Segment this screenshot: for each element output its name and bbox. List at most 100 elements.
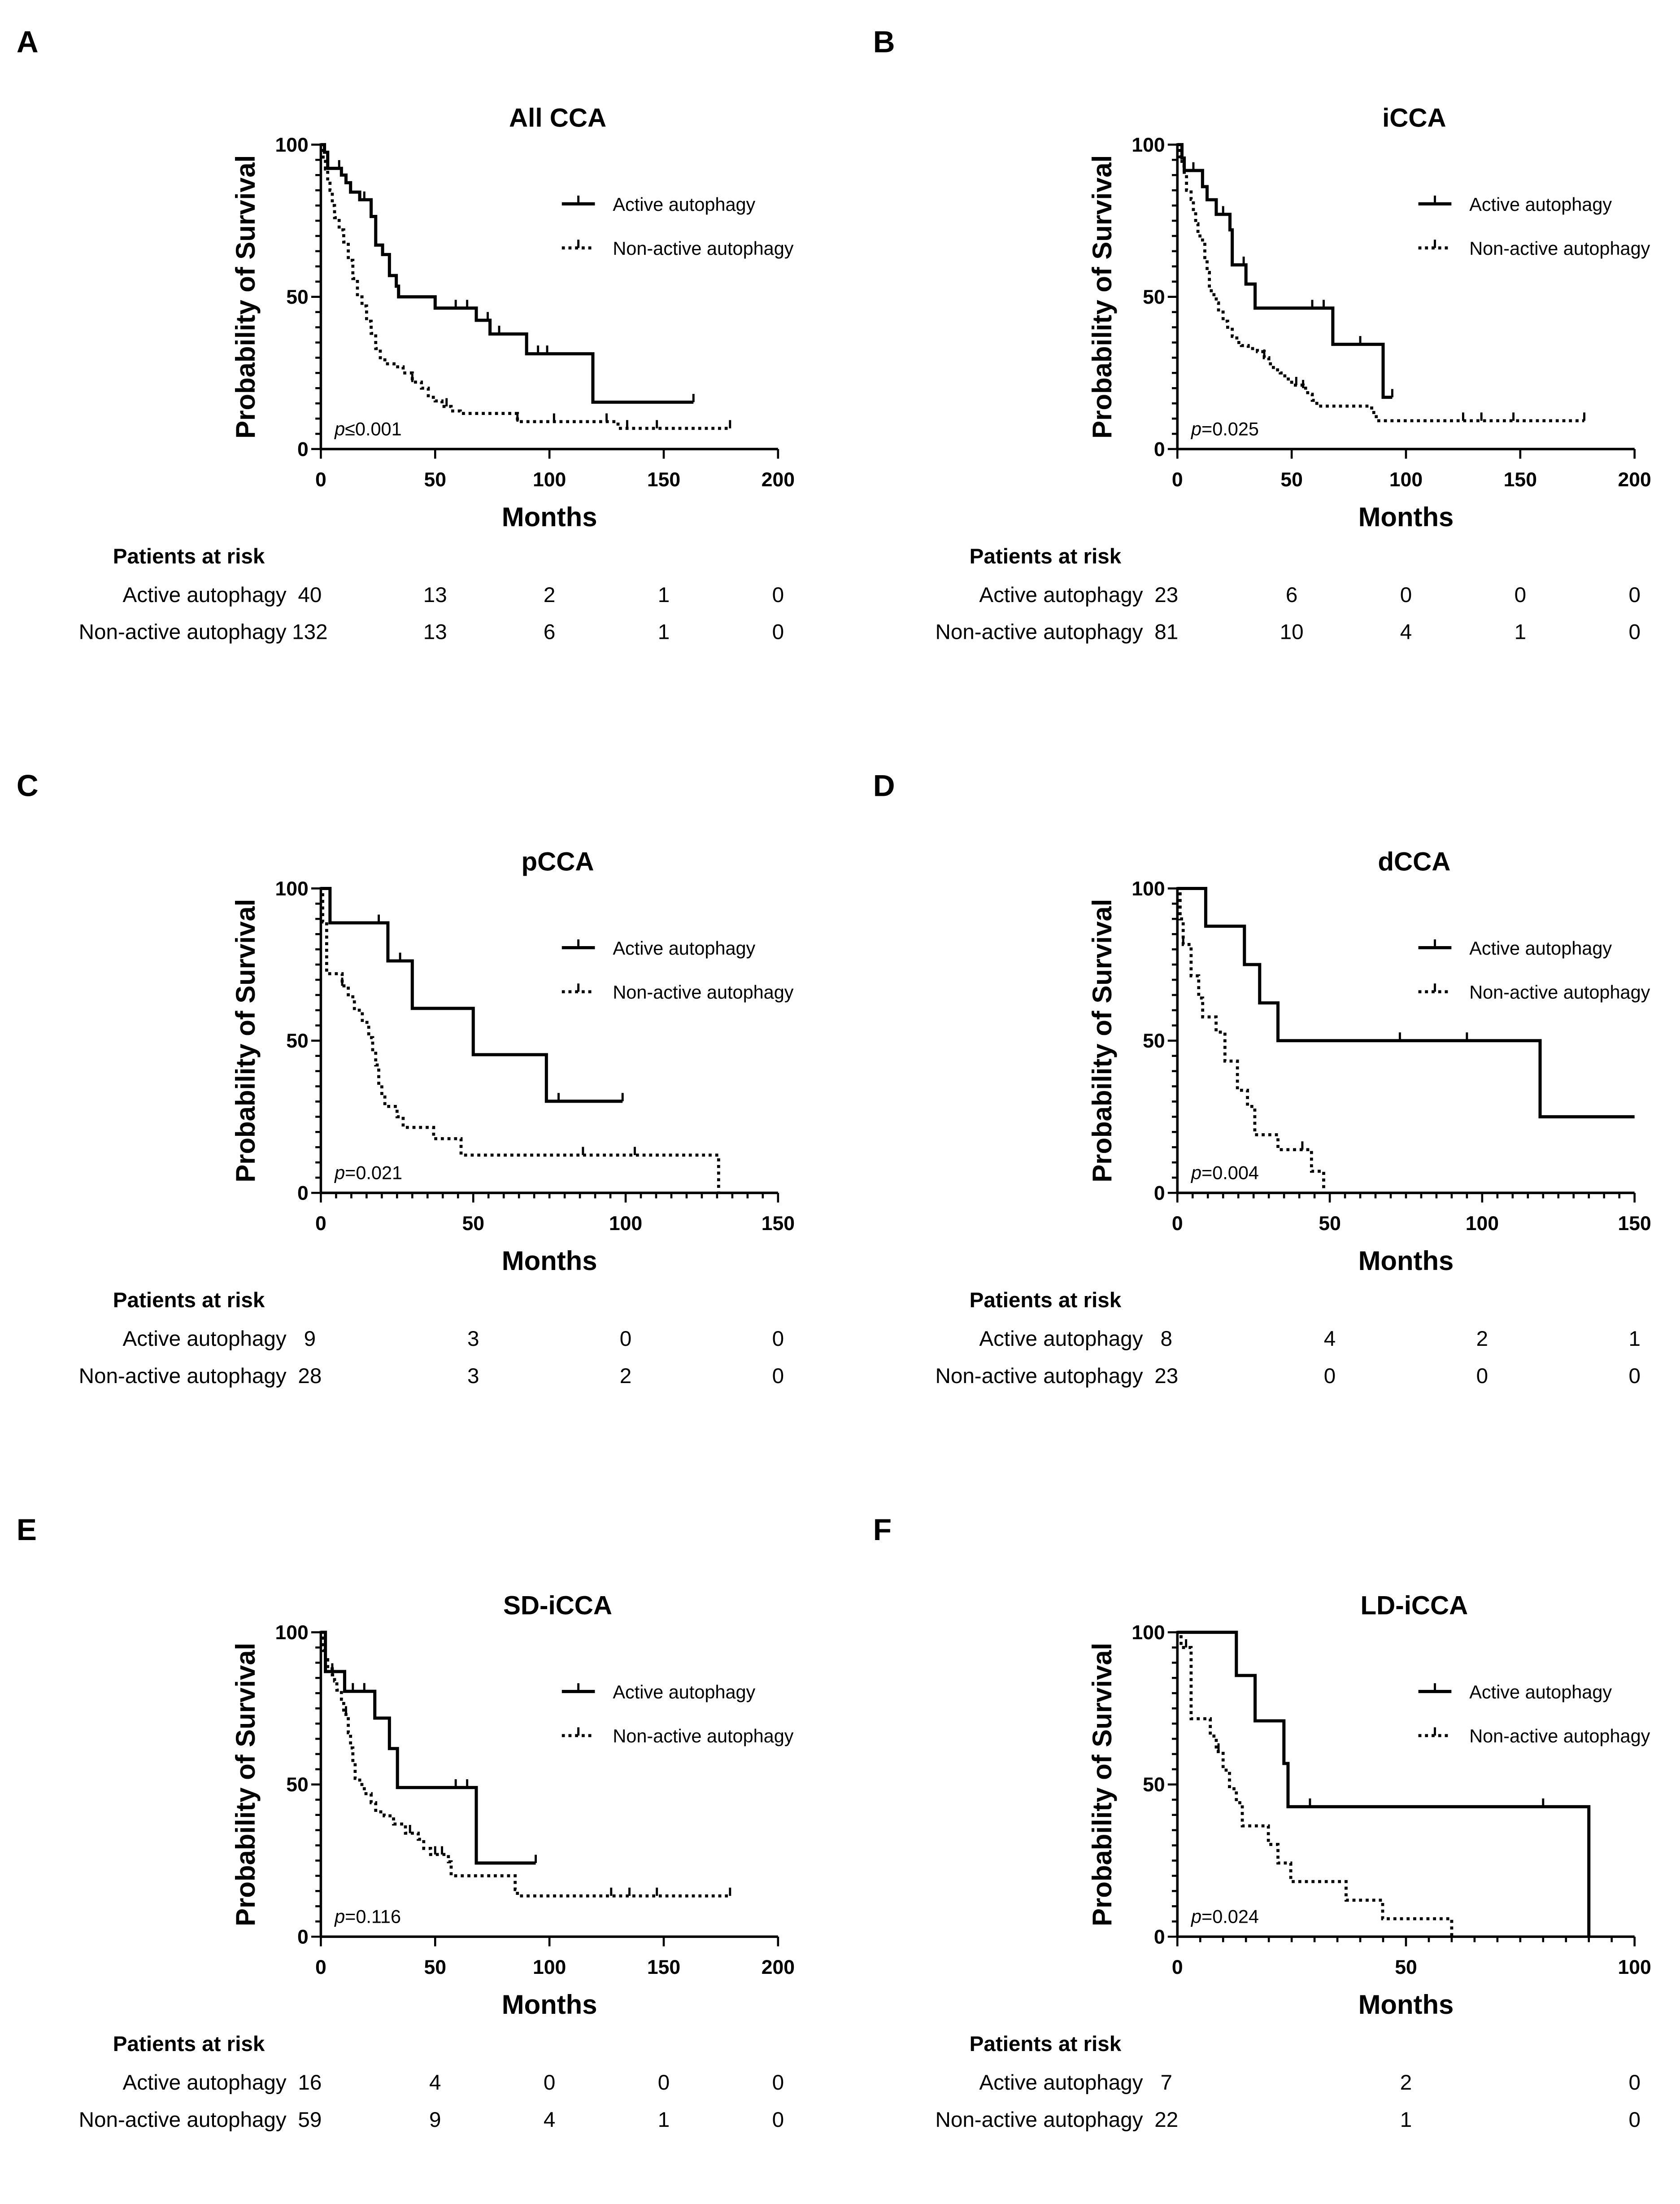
at-risk-count: 0 bbox=[1400, 584, 1412, 608]
at-risk-count: 13 bbox=[423, 621, 447, 645]
p-symbol: p bbox=[334, 418, 345, 439]
x-tick-label: 0 bbox=[1172, 1956, 1183, 1978]
nonactive-survival-curve bbox=[1177, 143, 1584, 423]
at-risk-count: 13 bbox=[423, 584, 447, 608]
chart-title: SD-iCCA bbox=[503, 1591, 612, 1620]
y-axis-label: Probability of Survival bbox=[231, 155, 261, 439]
legend-nonactive-label: Non-active autophagy bbox=[613, 238, 793, 259]
at-risk-count: 0 bbox=[1628, 584, 1641, 608]
at-risk-count: 0 bbox=[1323, 1365, 1336, 1389]
panel-letter: A bbox=[16, 25, 39, 60]
at-risk-count: 1 bbox=[1628, 1327, 1641, 1352]
at-risk-count: 0 bbox=[1476, 1365, 1488, 1389]
y-tick-label: 100 bbox=[275, 1622, 309, 1644]
at-risk-count: 0 bbox=[657, 2072, 670, 2095]
active-survival-curve bbox=[1177, 1631, 1591, 1937]
nonactive-survival-curve bbox=[1177, 1631, 1454, 1937]
y-tick-label: 0 bbox=[297, 438, 309, 460]
x-tick-label: 150 bbox=[1618, 1213, 1651, 1235]
at-risk-row-label-active: Active autophagy bbox=[122, 1327, 287, 1352]
p-value-text: =0.004 bbox=[1201, 1162, 1259, 1183]
x-axis-label: Months bbox=[1358, 1246, 1454, 1276]
x-tick-label: 50 bbox=[1280, 469, 1303, 491]
at-risk-count: 132 bbox=[292, 621, 328, 645]
y-axis-label: Probability of Survival bbox=[231, 1643, 261, 1926]
x-axis-label: Months bbox=[502, 1246, 597, 1276]
p-value: p=0.021 bbox=[334, 1162, 402, 1183]
y-axis-label: Probability of Survival bbox=[231, 899, 261, 1183]
x-tick-label: 0 bbox=[1172, 469, 1183, 491]
legend-nonactive-label: Non-active autophagy bbox=[613, 982, 793, 1003]
at-risk-row-label-nonactive: Non-active autophagy bbox=[935, 621, 1143, 645]
at-risk-row-label-nonactive: Non-active autophagy bbox=[78, 2108, 287, 2133]
nonactive-survival-curve bbox=[321, 143, 730, 430]
x-tick-label: 0 bbox=[1172, 1213, 1183, 1235]
p-symbol: p bbox=[334, 1162, 345, 1183]
at-risk-count: 0 bbox=[772, 621, 784, 645]
legend-nonactive-label: Non-active autophagy bbox=[1469, 982, 1650, 1003]
km-plot: All CCA Probability of Survival Months 0 50 1… bbox=[231, 103, 795, 532]
at-risk-row-label-nonactive: Non-active autophagy bbox=[935, 1365, 1143, 1389]
active-survival-curve bbox=[321, 143, 694, 404]
at-risk-header: Patients at risk bbox=[113, 1289, 265, 1313]
p-value-text: =0.025 bbox=[1201, 418, 1259, 439]
x-tick-label: 100 bbox=[533, 1956, 566, 1978]
x-tick-label: 200 bbox=[1618, 469, 1651, 491]
x-tick-label: 50 bbox=[424, 1956, 447, 1978]
y-tick-label: 0 bbox=[297, 1926, 309, 1948]
at-risk-header: Patients at risk bbox=[113, 2033, 265, 2057]
y-tick-label: 50 bbox=[1143, 1774, 1165, 1796]
y-tick-label: 100 bbox=[1132, 134, 1165, 156]
p-value: p=0.025 bbox=[1190, 418, 1259, 439]
at-risk-count: 9 bbox=[429, 2108, 441, 2133]
at-risk-row-label-nonactive: Non-active autophagy bbox=[935, 2108, 1143, 2133]
at-risk-count: 0 bbox=[543, 2072, 556, 2095]
panel-letter: D bbox=[873, 768, 895, 803]
at-risk-count: 81 bbox=[1154, 621, 1179, 645]
at-risk-count: 0 bbox=[1628, 2072, 1641, 2095]
x-tick-label: 150 bbox=[1504, 469, 1537, 491]
x-axis-label: Months bbox=[1358, 502, 1454, 532]
y-tick-label: 0 bbox=[1154, 438, 1165, 460]
legend-nonactive-label: Non-active autophagy bbox=[613, 1725, 793, 1746]
at-risk-count: 0 bbox=[1514, 584, 1527, 608]
at-risk-count: 0 bbox=[1628, 1365, 1641, 1389]
x-tick-label: 150 bbox=[647, 1956, 680, 1978]
at-risk-count: 2 bbox=[1476, 1327, 1488, 1352]
km-plot: pCCA Probability of Survival Months 0 50 100 0… bbox=[231, 847, 795, 1276]
x-tick-label: 0 bbox=[315, 469, 326, 491]
y-tick-label: 100 bbox=[275, 134, 309, 156]
y-tick-label: 50 bbox=[1143, 1030, 1165, 1052]
at-risk-header: Patients at risk bbox=[969, 545, 1122, 569]
at-risk-row-label-nonactive: Non-active autophagy bbox=[78, 621, 287, 645]
x-tick-label: 0 bbox=[315, 1213, 326, 1235]
x-axis-label: Months bbox=[1358, 1990, 1454, 2020]
chart-title: All CCA bbox=[509, 103, 606, 132]
at-risk-count: 23 bbox=[1154, 584, 1179, 608]
x-tick-label: 100 bbox=[1618, 1956, 1651, 1978]
at-risk-count: 2 bbox=[543, 584, 556, 608]
at-risk-header: Patients at risk bbox=[969, 1289, 1122, 1313]
x-tick-label: 100 bbox=[533, 469, 566, 491]
x-tick-label: 50 bbox=[424, 469, 447, 491]
y-tick-label: 100 bbox=[1132, 878, 1165, 900]
at-risk-count: 0 bbox=[772, 2108, 784, 2133]
legend-active-label: Active autophagy bbox=[1469, 194, 1612, 215]
panel-letter: B bbox=[873, 25, 895, 60]
x-tick-label: 50 bbox=[1319, 1213, 1341, 1235]
km-plot: LD-iCCA Probability of Survival Months 0 50 1… bbox=[1087, 1591, 1651, 2020]
x-tick-label: 100 bbox=[1466, 1213, 1499, 1235]
x-tick-label: 200 bbox=[762, 469, 795, 491]
x-tick-label: 100 bbox=[1389, 469, 1423, 491]
panel-a: A All CCA Probability of Survival Months 0 50… bbox=[0, 0, 826, 716]
panel-letter: C bbox=[16, 768, 39, 803]
legend-active-label: Active autophagy bbox=[1469, 1681, 1612, 1702]
at-risk-row-label-active: Active autophagy bbox=[979, 2072, 1143, 2095]
y-tick-label: 0 bbox=[297, 1182, 309, 1204]
active-survival-curve bbox=[1177, 886, 1635, 1118]
p-symbol: p bbox=[334, 1906, 345, 1927]
at-risk-count: 3 bbox=[467, 1365, 479, 1389]
y-tick-label: 0 bbox=[1154, 1926, 1165, 1948]
legend-active-label: Active autophagy bbox=[1469, 938, 1612, 959]
